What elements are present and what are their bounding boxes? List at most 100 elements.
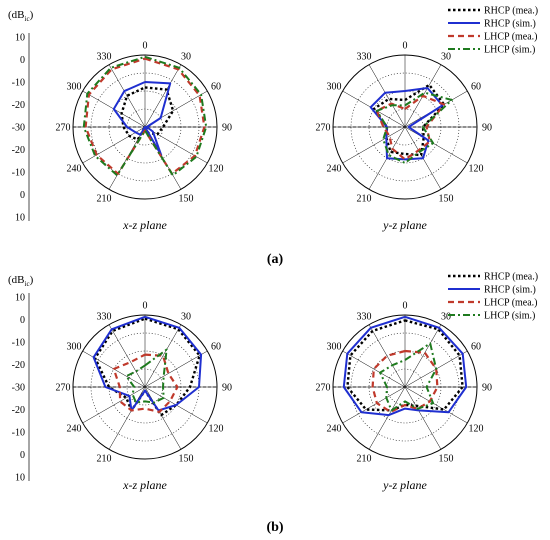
angle-label: 150: [179, 454, 194, 465]
angle-label: 90: [222, 123, 232, 134]
r-tick-label: -20: [12, 145, 25, 156]
angle-label: 240: [326, 424, 341, 435]
angle-label: 90: [482, 383, 492, 394]
series-layer: [82, 55, 468, 417]
angle-label: 210: [357, 194, 372, 205]
angle-label: 330: [357, 311, 372, 322]
series-rhcp-sim-b-yz: [342, 315, 468, 417]
plane-label: x-z plane: [122, 478, 167, 492]
angle-label: 210: [97, 454, 112, 465]
angle-label: 270: [316, 383, 331, 394]
series-lhcp-sim-b-xz: [125, 348, 168, 404]
legend-entry: LHCP (mea.): [484, 298, 538, 309]
angle-label: 240: [66, 424, 81, 435]
polar-spoke: [144, 64, 182, 128]
angle-label: 90: [482, 123, 492, 134]
legend-entry: LHCP (sim.): [484, 45, 535, 56]
polar-spoke: [342, 386, 406, 424]
polar-axes-b-xz: [72, 314, 218, 460]
polar-spoke: [368, 64, 406, 128]
angle-label: 150: [439, 194, 454, 205]
legend-entry: LHCP (mea.): [484, 32, 538, 43]
polar-spoke: [144, 386, 182, 450]
panel-label-a: (a): [267, 252, 284, 267]
polar-spoke: [144, 324, 182, 388]
series-rhcp-sim-a-xz: [112, 81, 172, 157]
legend-entry: RHCP (sim.): [484, 285, 536, 296]
series-rhcp-mea-a-xz: [120, 86, 175, 141]
angle-label: 60: [471, 342, 481, 353]
series-rhcp-mea-a-yz: [372, 83, 446, 157]
angle-label: 300: [66, 342, 81, 353]
angle-label: 0: [143, 301, 148, 312]
angle-label: 30: [181, 51, 191, 62]
r-tick-label: -30: [12, 383, 25, 394]
polar-spoke: [82, 126, 146, 164]
r-tick-label: 0: [20, 315, 25, 326]
polar-spoke: [404, 386, 468, 424]
polar-spoke: [404, 126, 468, 164]
angle-label: 30: [181, 311, 191, 322]
r-tick-label: 10: [15, 293, 25, 304]
polar-spoke: [108, 386, 146, 450]
r-tick-label: -10: [12, 78, 25, 89]
angle-label: 60: [211, 342, 221, 353]
r-tick-label: -30: [12, 123, 25, 134]
angle-label: 120: [469, 424, 484, 435]
series-lhcp-sim-b-yz: [379, 342, 438, 412]
r-tick-label: -20: [12, 100, 25, 111]
angle-label: 210: [97, 194, 112, 205]
angle-label: 120: [209, 164, 224, 175]
r-tick-label: -20: [12, 405, 25, 416]
legend-entry: LHCP (sim.): [484, 311, 535, 322]
series-lhcp-mea-b-yz: [371, 349, 439, 413]
polar-spoke: [368, 324, 406, 388]
series-lhcp-mea-a-xz: [84, 57, 206, 175]
r-tick-label: 0: [20, 190, 25, 201]
polar-spoke: [108, 64, 146, 128]
r-tick-label: -10: [12, 168, 25, 179]
polar-spoke: [342, 126, 406, 164]
polar-spoke: [82, 386, 146, 424]
r-tick-label: 0: [20, 55, 25, 66]
angle-label: 60: [211, 82, 221, 93]
angle-label: 90: [222, 383, 232, 394]
polar-spoke: [342, 350, 406, 388]
angle-label: 300: [326, 82, 341, 93]
angle-label: 120: [209, 424, 224, 435]
angle-label: 240: [326, 164, 341, 175]
r-tick-label: 10: [15, 473, 25, 484]
r-tick-label: -20: [12, 360, 25, 371]
series-rhcp-sim-a-yz: [369, 87, 444, 161]
angle-label: 150: [179, 194, 194, 205]
polar-axes-b-yz: [332, 314, 478, 460]
panel-label-b: (b): [266, 520, 283, 535]
angle-label: 0: [403, 41, 408, 52]
polar-spoke: [368, 386, 406, 450]
angle-label: 60: [471, 82, 481, 93]
legend-entry: RHCP (mea.): [484, 272, 538, 283]
series-lhcp-mea-a-yz: [375, 94, 446, 161]
plane-label: y-z plane: [382, 218, 427, 232]
series-rhcp-sim-b-xz: [92, 315, 203, 412]
plane-label: x-z plane: [122, 218, 167, 232]
angle-label: 150: [439, 454, 454, 465]
legend-entry: RHCP (mea.): [484, 6, 538, 17]
angle-label: 270: [56, 383, 71, 394]
angle-label: 30: [441, 51, 451, 62]
axes-layer: [28, 33, 478, 481]
polar-axes-a-yz: [332, 54, 478, 200]
angle-label: 330: [97, 51, 112, 62]
r-tick-label: 10: [15, 33, 25, 44]
r-tick-label: -10: [12, 338, 25, 349]
angle-label: 300: [326, 342, 341, 353]
polar-spoke: [404, 324, 442, 388]
angle-label: 330: [97, 311, 112, 322]
r-tick-label: -10: [12, 428, 25, 439]
angle-label: 240: [66, 164, 81, 175]
r-tick-label: 10: [15, 213, 25, 224]
angle-label: 30: [441, 311, 451, 322]
angle-label: 270: [316, 123, 331, 134]
polar-spoke: [404, 386, 442, 450]
